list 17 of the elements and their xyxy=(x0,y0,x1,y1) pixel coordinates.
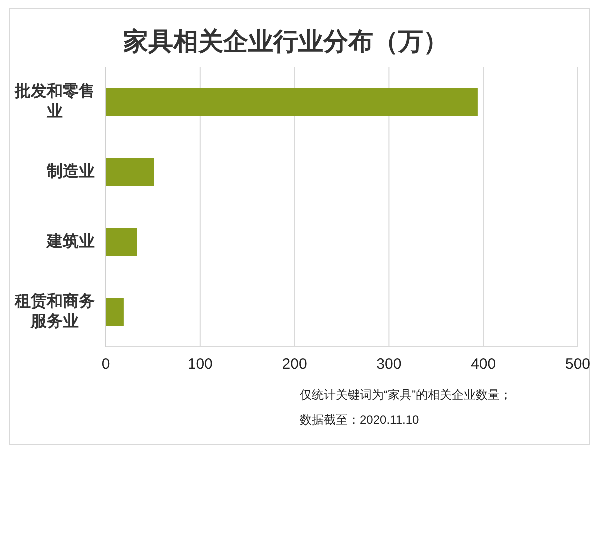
y-tick-label: 批发和零售业 xyxy=(14,82,95,120)
y-tick-label: 制造业 xyxy=(46,162,95,180)
bar xyxy=(106,158,154,186)
text: 数据截至：2020.11.10 xyxy=(300,413,420,427)
text: 仅统计关键词为“家具”的相关企业数量； xyxy=(300,388,512,402)
bar xyxy=(106,298,124,326)
x-tick-label: 300 xyxy=(376,356,402,373)
bar xyxy=(106,88,478,116)
y-tick-label: 建筑业 xyxy=(45,232,95,250)
bar xyxy=(106,228,138,256)
y-tick-label: 租赁和商务服务业 xyxy=(14,292,95,330)
x-tick-label: 0 xyxy=(102,356,110,373)
x-tick-label: 400 xyxy=(471,356,496,373)
x-tick-label: 100 xyxy=(188,356,213,373)
x-tick-label: 200 xyxy=(282,356,308,373)
chart-title: 家具相关企业行业分布（万） xyxy=(122,28,448,56)
x-tick-label: 500 xyxy=(565,356,591,373)
